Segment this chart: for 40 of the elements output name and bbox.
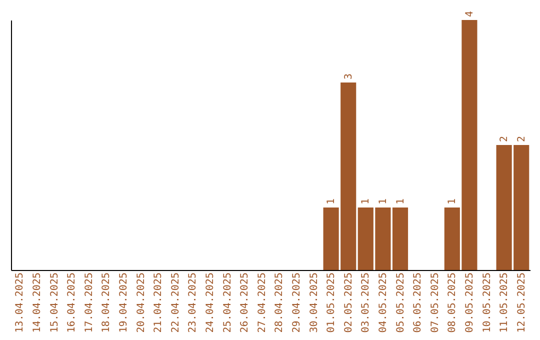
x-tick-label: 17.04.2025	[84, 272, 95, 333]
x-tick-label: 12.05.2025	[516, 272, 528, 333]
x-tick-label: 09.05.2025	[464, 272, 476, 333]
data-label: 3	[343, 73, 354, 80]
x-tick-label: 02.05.2025	[343, 272, 354, 333]
x-tick-label: 10.05.2025	[482, 272, 493, 333]
data-label: 2	[499, 136, 510, 142]
x-tick-label: 23.04.2025	[188, 272, 199, 333]
x-tick-label: 24.04.2025	[204, 272, 216, 333]
x-tick-label: 19.04.2025	[118, 272, 130, 333]
x-tick-label: 08.05.2025	[447, 272, 458, 333]
data-label: 1	[360, 198, 372, 204]
x-tick-label: 18.04.2025	[101, 272, 112, 333]
x-tick-label: 26.04.2025	[240, 272, 251, 333]
data-label: 4	[464, 10, 476, 17]
x-tick-label: 07.05.2025	[430, 272, 441, 333]
x-tick-label: 20.04.2025	[136, 272, 147, 333]
x-tick-label: 22.04.2025	[170, 272, 182, 333]
x-tick-label: 29.04.2025	[291, 272, 302, 333]
x-tick-label: 21.04.2025	[153, 272, 164, 333]
x-tick-label: 30.04.2025	[308, 272, 320, 333]
data-label: 1	[378, 198, 389, 204]
bar	[392, 208, 408, 270]
x-tick-label: 15.04.2025	[49, 272, 60, 333]
x-tick-label: 25.04.2025	[222, 272, 234, 333]
x-tick-label: 14.04.2025	[32, 272, 43, 333]
data-label: 1	[395, 198, 406, 204]
x-tick-label: 13.04.2025	[14, 272, 26, 333]
x-tick-label: 03.05.2025	[360, 272, 372, 333]
data-label: 2	[516, 136, 528, 142]
data-label: 1	[447, 198, 458, 204]
x-tick-label: 05.05.2025	[395, 272, 406, 333]
x-tick-label: 01.05.2025	[326, 272, 338, 333]
x-tick-label: 04.05.2025	[378, 272, 389, 333]
x-tick-label: 28.04.2025	[274, 272, 286, 333]
x-tick-label: 27.04.2025	[256, 272, 268, 333]
data-label: 1	[326, 198, 338, 204]
x-tick-label: 11.05.2025	[499, 272, 510, 333]
x-tick-label: 16.04.2025	[66, 272, 78, 333]
x-tick-label: 06.05.2025	[412, 272, 424, 333]
